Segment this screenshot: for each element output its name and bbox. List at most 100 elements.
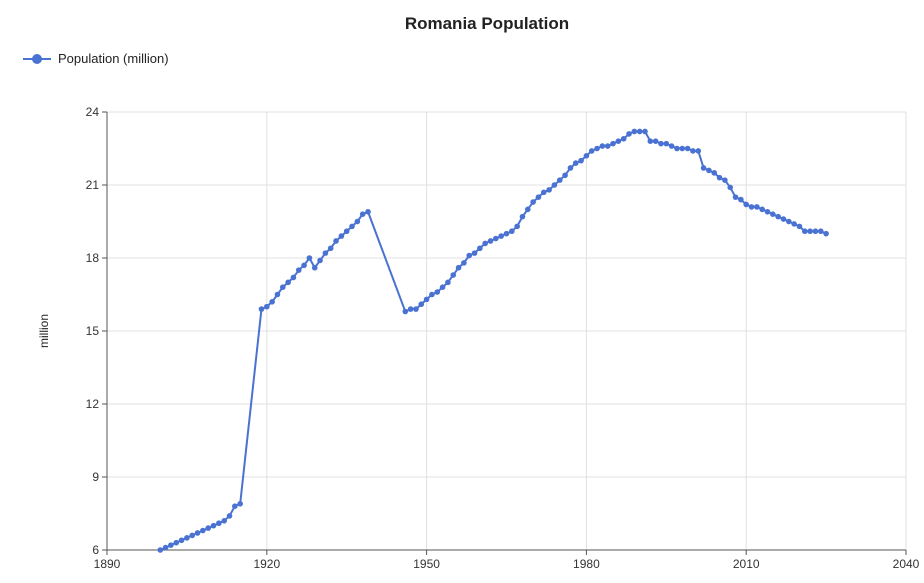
data-point xyxy=(695,148,702,154)
data-point xyxy=(269,299,275,305)
data-point xyxy=(189,532,196,539)
data-point xyxy=(264,303,270,310)
data-point xyxy=(178,537,185,544)
data-point xyxy=(610,140,616,147)
data-point xyxy=(402,308,409,315)
data-point xyxy=(311,264,318,271)
data-point xyxy=(503,230,510,237)
data-point xyxy=(306,255,313,261)
data-point xyxy=(780,216,787,222)
x-tick-label: 2040 xyxy=(893,557,920,571)
y-tick-label: 6 xyxy=(92,543,99,557)
data-point xyxy=(290,274,297,281)
legend-label: Population (million) xyxy=(58,51,169,66)
y-tick-label: 18 xyxy=(86,251,100,265)
data-point xyxy=(748,204,755,210)
data-point xyxy=(226,513,233,519)
data-point xyxy=(700,165,707,171)
data-point xyxy=(759,206,765,213)
data-point xyxy=(588,148,595,154)
data-point xyxy=(200,527,206,534)
data-point xyxy=(327,245,334,252)
data-point xyxy=(807,228,813,235)
data-point xyxy=(562,172,568,179)
data-point xyxy=(615,138,622,144)
data-point xyxy=(540,189,547,196)
data-point xyxy=(711,170,718,176)
data-point xyxy=(770,211,776,217)
data-point xyxy=(184,535,190,541)
data-point xyxy=(338,233,345,239)
data-point xyxy=(210,522,217,529)
data-point xyxy=(237,500,243,507)
data-point xyxy=(738,196,744,203)
data-point xyxy=(658,140,664,147)
data-point xyxy=(786,218,792,225)
data-point xyxy=(493,235,499,242)
data-point xyxy=(349,223,355,230)
data-point xyxy=(642,128,648,135)
data-point xyxy=(535,194,542,200)
data-point xyxy=(232,503,238,510)
data-point xyxy=(652,138,659,144)
data-point xyxy=(434,289,441,295)
data-point xyxy=(407,306,414,312)
x-tick-label: 2010 xyxy=(733,557,760,571)
data-point xyxy=(754,204,760,210)
data-point xyxy=(162,544,169,551)
data-point xyxy=(519,213,526,220)
x-tick-label: 1950 xyxy=(413,557,440,571)
data-point xyxy=(647,138,654,144)
data-point xyxy=(620,135,627,142)
data-point xyxy=(466,252,473,259)
data-point xyxy=(423,296,430,303)
legend-marker-icon xyxy=(23,53,51,64)
data-point xyxy=(812,228,819,235)
data-point xyxy=(418,301,425,308)
data-point xyxy=(455,264,462,271)
data-point xyxy=(631,128,638,135)
data-point xyxy=(258,306,265,312)
y-tick-label: 24 xyxy=(86,105,100,119)
data-point xyxy=(317,257,323,264)
data-point xyxy=(583,153,590,159)
data-point xyxy=(413,306,419,312)
x-tick-label: 1980 xyxy=(573,557,600,571)
data-point xyxy=(594,145,600,152)
data-point xyxy=(743,201,749,208)
data-point xyxy=(567,165,574,171)
data-point xyxy=(477,245,483,252)
data-point xyxy=(764,208,771,215)
data-point xyxy=(775,213,781,220)
data-point xyxy=(572,160,579,166)
data-point xyxy=(716,174,723,181)
data-point xyxy=(354,218,361,225)
data-point xyxy=(604,143,611,149)
data-point xyxy=(578,157,584,164)
y-tick-label: 9 xyxy=(92,470,99,484)
data-point xyxy=(684,145,691,152)
data-point xyxy=(823,230,829,237)
data-point xyxy=(509,228,515,235)
data-point xyxy=(343,228,350,235)
data-point xyxy=(556,177,563,183)
data-point xyxy=(445,279,451,286)
data-point xyxy=(514,223,520,230)
data-point xyxy=(530,199,536,205)
data-point xyxy=(796,223,803,230)
data-point xyxy=(551,182,558,188)
data-point xyxy=(674,145,680,152)
data-point xyxy=(817,228,824,235)
data-point xyxy=(668,143,675,149)
data-point xyxy=(439,284,446,291)
data-point xyxy=(301,262,307,269)
data-point xyxy=(471,250,478,256)
data-point xyxy=(690,148,696,154)
data-point xyxy=(727,184,734,191)
data-point xyxy=(791,221,797,227)
x-tick-label: 1890 xyxy=(94,557,121,571)
data-point xyxy=(482,240,488,247)
data-point xyxy=(194,530,201,536)
legend[interactable]: Population (million) xyxy=(22,51,169,66)
